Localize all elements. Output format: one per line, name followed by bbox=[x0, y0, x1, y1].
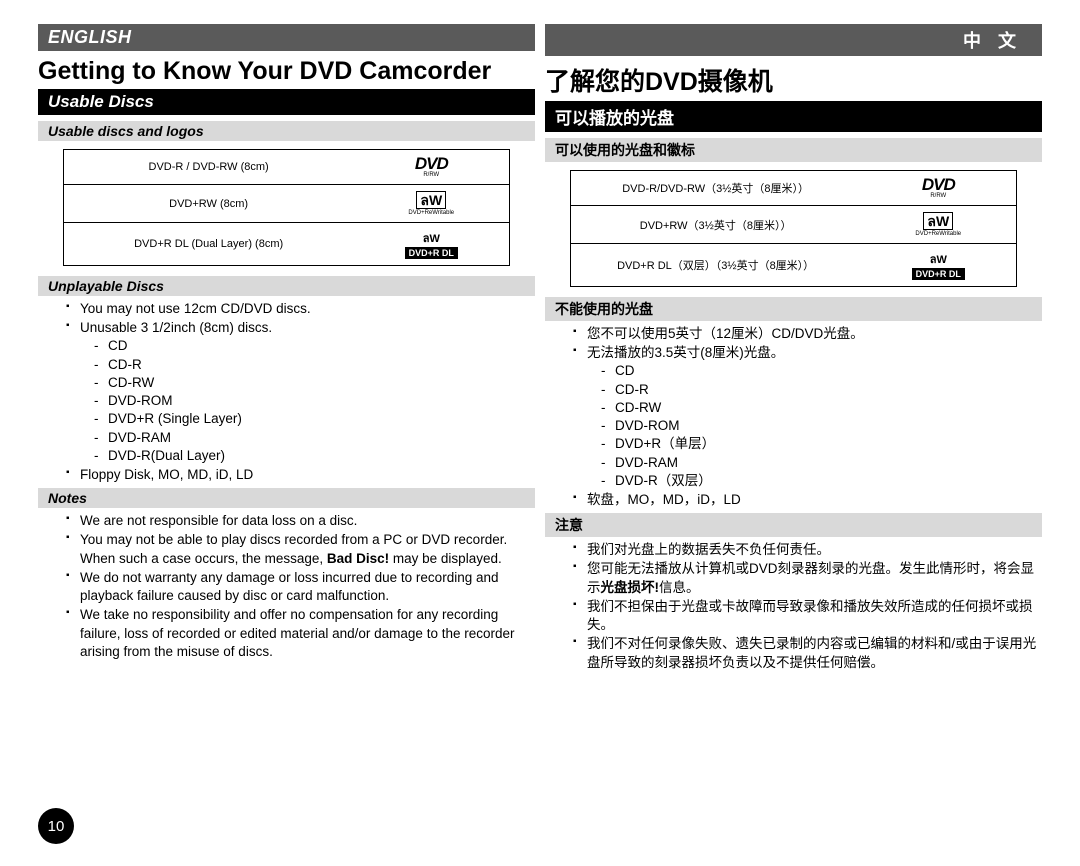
list-item: Unusable 3 1/2inch (8cm) discs. CD CD-R … bbox=[66, 319, 535, 465]
section-title-left: Usable Discs bbox=[38, 89, 535, 115]
disc-label: DVD+R DL (Dual Layer) (8cm) bbox=[63, 223, 353, 266]
list-item: You may not use 12cm CD/DVD discs. bbox=[66, 300, 535, 318]
table-head-left: Usable discs and logos bbox=[38, 121, 535, 141]
list-item: We take no responsibility and offer no c… bbox=[66, 606, 535, 661]
rw-logo-icon: ลWDVD+ReWritable bbox=[860, 206, 1016, 244]
list-item: Floppy Disk, MO, MD, iD, LD bbox=[66, 466, 535, 484]
disc-label: DVD+RW (8cm) bbox=[63, 185, 353, 223]
dvd-logo-icon: DVDR/RW bbox=[353, 150, 509, 185]
notes-list-left: We are not responsible for data loss on … bbox=[38, 512, 535, 661]
left-column: ENGLISH Getting to Know Your DVD Camcord… bbox=[38, 24, 535, 676]
lang-label-left: ENGLISH bbox=[38, 24, 535, 51]
table-row: DVD+R DL (Dual Layer) (8cm) ลWDVD+R DL bbox=[63, 223, 509, 266]
main-title-right: 了解您的DVD摄像机 bbox=[545, 60, 1042, 101]
unusable-sublist-right: CD CD-R CD-RW DVD-ROM DVD+R（单层） DVD-RAM … bbox=[587, 362, 1042, 490]
table-row: DVD+R DL（双层）（3½英寸（8厘米）） ลWDVD+R DL bbox=[570, 244, 1016, 287]
table-row: DVD+RW（3½英寸（8厘米）） ลWDVD+ReWritable bbox=[570, 206, 1016, 244]
rdl-logo-icon: ลWDVD+R DL bbox=[353, 223, 509, 266]
list-item: DVD-ROM bbox=[601, 417, 1042, 435]
list-item: CD-R bbox=[94, 356, 535, 374]
notes-list-right: 我们对光盘上的数据丢失不负任何责任。 您可能无法播放从计算机或DVD刻录器刻录的… bbox=[545, 541, 1042, 672]
list-item: 软盘，MO，MD，iD，LD bbox=[573, 491, 1042, 509]
list-item: 您不可以使用5英寸（12厘米）CD/DVD光盘。 bbox=[573, 325, 1042, 343]
list-item: CD-RW bbox=[601, 399, 1042, 417]
table-row: DVD+RW (8cm) ลWDVD+ReWritable bbox=[63, 185, 509, 223]
list-item: We do not warranty any damage or loss in… bbox=[66, 569, 535, 605]
lang-label-right: 中 文 bbox=[545, 24, 1042, 56]
list-item: DVD-RAM bbox=[94, 429, 535, 447]
list-item: You may not be able to play discs record… bbox=[66, 531, 535, 567]
unplayable-list-left: You may not use 12cm CD/DVD discs. Unusa… bbox=[38, 300, 535, 484]
list-item: 我们对光盘上的数据丢失不负任何责任。 bbox=[573, 541, 1042, 559]
list-item: We are not responsible for data loss on … bbox=[66, 512, 535, 530]
page-number: 10 bbox=[38, 808, 74, 844]
list-item: DVD-ROM bbox=[94, 392, 535, 410]
disc-label: DVD-R / DVD-RW (8cm) bbox=[63, 150, 353, 185]
list-item: DVD-RAM bbox=[601, 454, 1042, 472]
section-title-right: 可以播放的光盘 bbox=[545, 101, 1042, 132]
list-item: CD bbox=[601, 362, 1042, 380]
list-item: DVD-R（双层） bbox=[601, 472, 1042, 490]
unusable-sublist-left: CD CD-R CD-RW DVD-ROM DVD+R (Single Laye… bbox=[80, 337, 535, 465]
disc-table-left: DVD-R / DVD-RW (8cm) DVDR/RW DVD+RW (8cm… bbox=[63, 149, 510, 266]
page-content: ENGLISH Getting to Know Your DVD Camcord… bbox=[0, 0, 1080, 676]
unplayable-head-left: Unplayable Discs bbox=[38, 276, 535, 296]
disc-table-right: DVD-R/DVD-RW（3½英寸（8厘米）） DVDR/RW DVD+RW（3… bbox=[570, 170, 1017, 287]
rw-logo-icon: ลWDVD+ReWritable bbox=[353, 185, 509, 223]
right-column: 中 文 了解您的DVD摄像机 可以播放的光盘 可以使用的光盘和徽标 DVD-R/… bbox=[545, 24, 1042, 676]
list-item: CD-RW bbox=[94, 374, 535, 392]
notes-head-right: 注意 bbox=[545, 513, 1042, 537]
dvd-logo-icon: DVDR/RW bbox=[860, 171, 1016, 206]
list-item: 我们不对任何录像失败、遗失已录制的内容或已编辑的材料和/或由于误用光盘所导致的刻… bbox=[573, 635, 1042, 671]
unplayable-head-right: 不能使用的光盘 bbox=[545, 297, 1042, 321]
list-item: 您可能无法播放从计算机或DVD刻录器刻录的光盘。发生此情形时，将会显示光盘损坏!… bbox=[573, 560, 1042, 596]
list-item: 我们不担保由于光盘或卡故障而导致录像和播放失效所造成的任何损坏或损失。 bbox=[573, 598, 1042, 634]
rdl-logo-icon: ลWDVD+R DL bbox=[860, 244, 1016, 287]
list-item: CD bbox=[94, 337, 535, 355]
notes-head-left: Notes bbox=[38, 488, 535, 508]
unplayable-list-right: 您不可以使用5英寸（12厘米）CD/DVD光盘。 无法播放的3.5英寸(8厘米)… bbox=[545, 325, 1042, 509]
list-item: DVD+R（单层） bbox=[601, 435, 1042, 453]
table-row: DVD-R/DVD-RW（3½英寸（8厘米）） DVDR/RW bbox=[570, 171, 1016, 206]
main-title-left: Getting to Know Your DVD Camcorder bbox=[38, 55, 535, 89]
disc-label: DVD-R/DVD-RW（3½英寸（8厘米）） bbox=[570, 171, 860, 206]
list-item: CD-R bbox=[601, 381, 1042, 399]
disc-label: DVD+RW（3½英寸（8厘米）） bbox=[570, 206, 860, 244]
list-item: 无法播放的3.5英寸(8厘米)光盘。 CD CD-R CD-RW DVD-ROM… bbox=[573, 344, 1042, 490]
table-head-right: 可以使用的光盘和徽标 bbox=[545, 138, 1042, 162]
list-item: DVD-R(Dual Layer) bbox=[94, 447, 535, 465]
list-item: DVD+R (Single Layer) bbox=[94, 410, 535, 428]
disc-label: DVD+R DL（双层）（3½英寸（8厘米）） bbox=[570, 244, 860, 287]
table-row: DVD-R / DVD-RW (8cm) DVDR/RW bbox=[63, 150, 509, 185]
